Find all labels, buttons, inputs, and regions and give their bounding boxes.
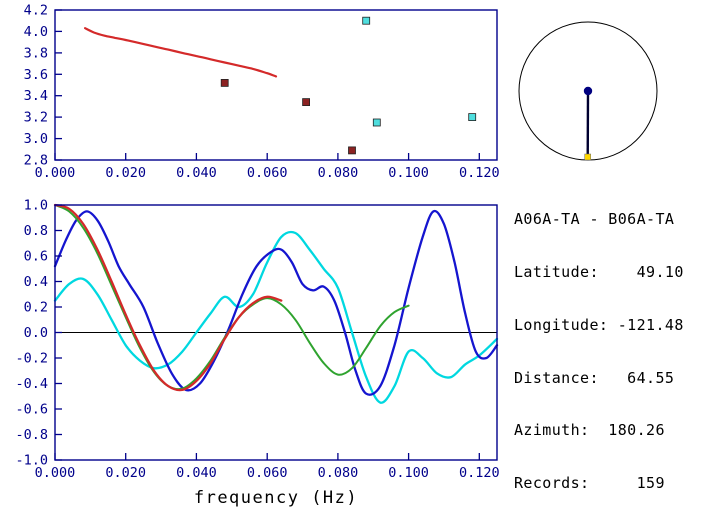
stack-green-curve	[54, 204, 410, 391]
x-tick-label: 0.040	[176, 465, 217, 481]
plot-frame	[54, 9, 498, 161]
x-tick-label: 0.060	[247, 465, 288, 481]
x-tick-label: 0.080	[318, 465, 359, 481]
dark-red-picks-marker[interactable]	[220, 79, 229, 87]
dispersion-chart[interactable]: 0.000 0.020 0.040 0.060 0.080 0.100 0.120 2.8 3.…	[0, 0, 510, 197]
dark-red-picks-marker[interactable]	[302, 98, 311, 106]
y-tick-label: 3.0	[24, 131, 48, 147]
y-tick-label: 0.4	[24, 274, 48, 290]
cyan-picks-marker[interactable]	[362, 16, 371, 25]
distance-line: Distance: 64.55	[514, 368, 675, 387]
y-tick-label: 4.0	[24, 24, 48, 40]
y-tick-label: -0.4	[15, 376, 48, 392]
stack-red-curve	[53, 203, 283, 392]
y-tick-label: -0.8	[15, 427, 48, 443]
x-tick-label: 0.060	[247, 165, 288, 181]
cyan-picks-marker[interactable]	[372, 118, 381, 127]
latitude-line: Latitude: 49.10	[514, 262, 684, 281]
x-tick-label: 0.000	[35, 165, 76, 181]
x-axis-title: frequency (Hz)	[194, 488, 358, 508]
x-tick-label: 0.120	[459, 165, 500, 181]
x-tick-label: 0.020	[105, 165, 146, 181]
y-tick-label: 0.0	[24, 325, 48, 341]
y-tick-label: 3.6	[24, 67, 48, 83]
y-tick-label: 1.0	[24, 198, 48, 214]
x-tick-label: 0.080	[318, 165, 359, 181]
x-tick-label: 0.020	[105, 465, 146, 481]
stack-blue-curve	[53, 209, 499, 396]
y-tick-label: 3.8	[24, 45, 48, 61]
dark-red-picks-marker[interactable]	[348, 146, 356, 155]
x-tick-label: 0.120	[459, 465, 500, 481]
y-tick-label: 2.8	[24, 153, 48, 169]
cyan-picks-marker[interactable]	[468, 113, 477, 121]
y-tick-label: -0.2	[15, 351, 48, 367]
y-tick-label: 0.2	[24, 300, 48, 316]
y-tick-label: -0.6	[15, 402, 48, 418]
info-panel: A06A-TA - B06A-TA Latitude: 49.10 Longit…	[514, 176, 700, 519]
x-tick-label: 0.100	[388, 165, 429, 181]
stack-cyan-curve	[53, 230, 499, 404]
y-tick-label: 0.6	[24, 249, 48, 265]
longitude-line: Longitude: -121.48	[514, 315, 684, 334]
needle-tip-marker	[584, 153, 591, 161]
x-tick-label: 0.000	[35, 465, 76, 481]
y-tick-label: 0.8	[24, 223, 48, 239]
x-tick-label: 0.040	[176, 165, 217, 181]
azimuth-line: Azimuth: 180.26	[514, 421, 665, 440]
y-tick-label: 3.2	[24, 110, 48, 126]
group-velocity-curve-curve	[84, 27, 278, 78]
station-pair-label: A06A-TA - B06A-TA	[514, 210, 675, 229]
y-tick-label: 3.4	[24, 88, 48, 104]
y-tick-label: 4.2	[24, 3, 48, 19]
correlation-chart[interactable]: 0.000 0.020 0.040 0.060 0.080 0.100 0.120 1.0 0.…	[0, 197, 510, 519]
dial-center-dot	[583, 86, 593, 96]
y-tick-label: -1.0	[15, 453, 48, 469]
azimuth-dial	[518, 21, 658, 161]
x-tick-label: 0.100	[388, 465, 429, 481]
records-line: Records: 159	[514, 474, 665, 493]
